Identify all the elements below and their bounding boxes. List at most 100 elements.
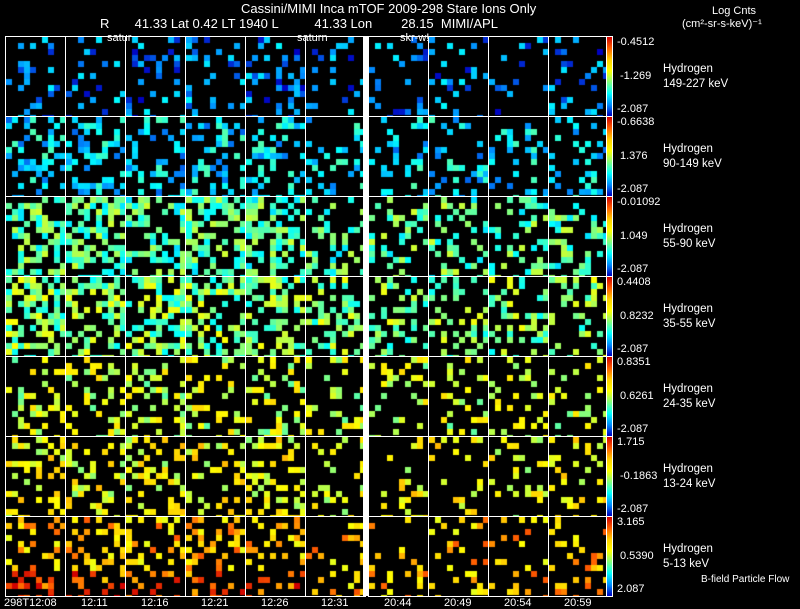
pixel-map bbox=[429, 357, 488, 436]
image-panel bbox=[5, 36, 66, 117]
image-panel bbox=[428, 436, 489, 517]
pixel-map bbox=[126, 517, 185, 596]
image-panel bbox=[428, 36, 489, 117]
species-name: Hydrogen bbox=[663, 223, 713, 235]
energy-range: 90-149 keV bbox=[663, 158, 722, 170]
pixel-map bbox=[6, 197, 65, 276]
colorbar-mid-label: 1.049 bbox=[620, 230, 648, 242]
pixel-map bbox=[126, 437, 185, 516]
time-tick-label: 12:31 bbox=[321, 597, 349, 609]
pixel-map bbox=[489, 517, 548, 596]
image-panel bbox=[65, 116, 126, 197]
colorbar-mid-label: 0.5390 bbox=[620, 550, 654, 562]
image-panel bbox=[245, 356, 306, 437]
image-panel bbox=[245, 436, 306, 517]
pixel-map bbox=[246, 197, 305, 276]
pixel-map bbox=[429, 197, 488, 276]
colorbar bbox=[606, 116, 613, 197]
pixel-map bbox=[66, 517, 125, 596]
image-panel bbox=[185, 356, 246, 437]
image-panel bbox=[5, 356, 66, 437]
pixel-map bbox=[549, 357, 608, 436]
time-tick-label: 20:49 bbox=[444, 597, 472, 609]
species-label: Hydrogen 13-24 keV bbox=[663, 462, 715, 492]
pixel-map bbox=[126, 197, 185, 276]
image-panel bbox=[245, 516, 306, 597]
pixel-map bbox=[489, 37, 548, 116]
image-panel bbox=[65, 516, 126, 597]
pixel-map bbox=[429, 437, 488, 516]
species-label: Hydrogen 35-55 keV bbox=[663, 302, 715, 332]
pixel-map bbox=[186, 37, 245, 116]
image-panel bbox=[125, 196, 186, 277]
time-tick-label: 12:16 bbox=[141, 597, 169, 609]
image-panel bbox=[5, 516, 66, 597]
pixel-map bbox=[429, 117, 488, 196]
plot-title: Cassini/MIMI Inca mTOF 2009-298 Stare Io… bbox=[241, 1, 537, 16]
image-panel bbox=[488, 276, 549, 357]
image-panel bbox=[245, 196, 306, 277]
pixel-map bbox=[489, 357, 548, 436]
colorbar-min-label: -2.087 bbox=[617, 103, 649, 115]
image-panel bbox=[428, 196, 489, 277]
image-panel bbox=[125, 36, 186, 117]
pixel-map bbox=[186, 117, 245, 196]
image-panel bbox=[185, 36, 246, 117]
image-panel bbox=[368, 196, 429, 277]
colorbar-max-label: 1.715 bbox=[617, 436, 645, 448]
units-expression: (cm²-sr-s-keV)⁻¹ bbox=[682, 18, 762, 30]
time-tick-label: 12:11 bbox=[81, 597, 108, 609]
energy-range: 24-35 keV bbox=[663, 398, 716, 410]
pixel-map bbox=[369, 117, 428, 196]
pixel-map bbox=[489, 277, 548, 356]
pixel-map bbox=[306, 197, 365, 276]
pixel-map bbox=[429, 37, 488, 116]
pixel-map bbox=[306, 277, 365, 356]
image-panel bbox=[548, 436, 609, 517]
energy-range: 55-90 keV bbox=[663, 238, 716, 250]
species-name: Hydrogen bbox=[663, 543, 713, 555]
image-panel bbox=[305, 276, 366, 357]
image-panel bbox=[368, 436, 429, 517]
colorbar-max-label: 0.4408 bbox=[617, 276, 651, 288]
image-panel bbox=[185, 516, 246, 597]
image-panel bbox=[305, 36, 366, 117]
colorbar-min-label: 2.087 bbox=[617, 583, 645, 595]
image-panel bbox=[548, 276, 609, 357]
time-tick-label: 12:26 bbox=[261, 597, 289, 609]
colorbar bbox=[606, 276, 613, 357]
image-panel bbox=[305, 516, 366, 597]
pixel-map bbox=[186, 197, 245, 276]
bfield-legend: B-field Particle Flow bbox=[701, 574, 790, 585]
pixel-map bbox=[306, 517, 365, 596]
image-panel bbox=[305, 436, 366, 517]
pixel-map bbox=[66, 357, 125, 436]
overlay-label: saturn bbox=[297, 32, 328, 44]
colorbar bbox=[606, 356, 613, 437]
image-panel bbox=[488, 516, 549, 597]
colorbar-mid-label: 0.6261 bbox=[620, 390, 654, 402]
species-name: Hydrogen bbox=[663, 463, 713, 475]
image-panel bbox=[5, 196, 66, 277]
pixel-map bbox=[246, 517, 305, 596]
species-label: Hydrogen 149-227 keV bbox=[663, 62, 728, 92]
species-label: Hydrogen 5-13 keV bbox=[663, 542, 713, 572]
pixel-map bbox=[369, 37, 428, 116]
image-panel bbox=[125, 436, 186, 517]
species-name: Hydrogen bbox=[663, 143, 713, 155]
image-panel bbox=[185, 196, 246, 277]
image-panel bbox=[488, 116, 549, 197]
colorbar-min-label: -2.087 bbox=[617, 423, 649, 435]
image-grid bbox=[5, 36, 609, 597]
pixel-map bbox=[306, 437, 365, 516]
pixel-map bbox=[246, 37, 305, 116]
pixel-map bbox=[6, 117, 65, 196]
species-name: Hydrogen bbox=[663, 303, 713, 315]
pixel-map bbox=[306, 357, 365, 436]
pixel-map bbox=[429, 277, 488, 356]
time-gap-separator bbox=[363, 36, 368, 596]
pixel-map bbox=[369, 277, 428, 356]
pixel-map bbox=[369, 437, 428, 516]
colorbar-min-label: -2.087 bbox=[617, 263, 649, 275]
colorbar-min-label: -2.087 bbox=[617, 343, 649, 355]
